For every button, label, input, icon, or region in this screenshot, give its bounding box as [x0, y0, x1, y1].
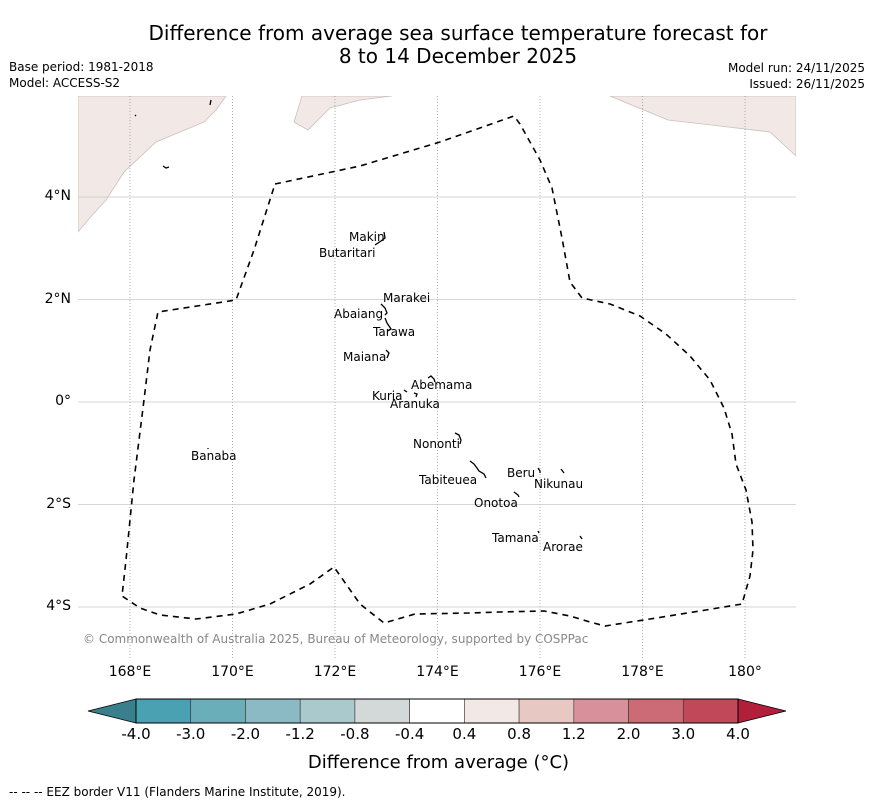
- lon-tick-label: 178°E: [621, 664, 664, 680]
- colorbar-tick-label: -1.2: [285, 725, 315, 743]
- island-label: Marakei: [383, 291, 430, 305]
- lon-tick-label: 172°E: [313, 664, 357, 680]
- colorbar-tick-label: 4.0: [726, 725, 750, 743]
- colorbar-tick-label: -0.8: [340, 725, 370, 743]
- land-north-center: [293, 96, 393, 131]
- island-label: Banaba: [191, 449, 237, 463]
- island-label: Abaiang: [334, 307, 383, 321]
- meta-left: Base period: 1981-2018 Model: ACCESS-S2: [9, 59, 154, 91]
- island-label: Tamana: [491, 531, 539, 545]
- colorbar-segment: [682, 698, 739, 724]
- island-label: Arorae: [543, 540, 583, 554]
- issued-date: Issued: 26/11/2025: [749, 77, 865, 91]
- island-label: Onotoa: [474, 496, 518, 510]
- lon-tick-label: 170°E: [211, 664, 254, 680]
- island-label: Makin: [349, 230, 385, 244]
- colorbar-segment: [135, 698, 192, 724]
- island-label: Maiana: [343, 350, 386, 364]
- colorbar-under-arrow: [87, 698, 137, 724]
- island-label: Butaritari: [319, 246, 376, 260]
- eez-border: [121, 115, 754, 627]
- sea-background: [78, 96, 796, 660]
- lon-tick-label: 180°: [728, 664, 762, 680]
- colorbar-tick-label: 0.8: [507, 725, 531, 743]
- copyright-notice: © Commonwealth of Australia 2025, Bureau…: [83, 632, 589, 646]
- colorbar-segment: [245, 698, 301, 724]
- island-label: Beru: [507, 466, 535, 480]
- lat-tick-label: 2°S: [46, 495, 71, 512]
- colorbar-segment: [354, 698, 410, 724]
- chart-title: Difference from average sea surface temp…: [100, 22, 816, 68]
- colorbar-tick-label: -3.0: [176, 725, 206, 743]
- meta-right: Model run: 24/11/2025 Issued: 26/11/2025: [728, 60, 865, 92]
- lat-tick-label: 4°S: [46, 598, 71, 614]
- colorbar-segment: [190, 698, 246, 724]
- colorbar-segment: [628, 698, 684, 724]
- colorbar-label: Difference from average (°C): [307, 752, 570, 773]
- model-name: Model: ACCESS-S2: [9, 76, 121, 90]
- land-northwest: [78, 96, 227, 233]
- atoll-shapes: [134, 99, 583, 540]
- colorbar-segment: [464, 698, 520, 724]
- colorbar-segment: [409, 698, 465, 724]
- island-label: Nikunau: [534, 477, 583, 491]
- lat-tick-label: 0°: [55, 393, 71, 409]
- colorbar-frame: [135, 698, 739, 724]
- title-line-1: Difference from average sea surface temp…: [148, 21, 768, 45]
- island-label: Kuria: [372, 389, 403, 403]
- colorbar-segment: [518, 698, 575, 724]
- island-label: Nononti: [413, 437, 460, 451]
- title-line-2: 8 to 14 December 2025: [338, 44, 578, 68]
- gridlines: [78, 96, 796, 660]
- lon-tick-label: 168°E: [108, 664, 152, 680]
- lat-tick-label: 2°N: [44, 290, 71, 307]
- colorbar-tick-label: 2.0: [616, 725, 641, 743]
- model-run: Model run: 24/11/2025: [727, 61, 865, 75]
- base-period: Base period: 1981-2018: [9, 60, 154, 74]
- island-label: Tabiteuea: [418, 473, 477, 487]
- lat-tick-label: 4°N: [44, 188, 71, 204]
- lon-tick-label: 174°E: [416, 664, 459, 680]
- eez-legend-note: -- -- -- EEZ border V11 (Flanders Marine…: [9, 785, 346, 799]
- colorbar-segment: [573, 698, 629, 724]
- colorbar-over-arrow: [737, 698, 787, 724]
- colorbar-tick-label: 1.2: [561, 725, 586, 743]
- colorbar-tick-label: 3.0: [671, 725, 696, 743]
- island-label: Tarawa: [372, 325, 415, 339]
- colorbar-segment: [299, 698, 356, 724]
- colorbar-tick-label: -2.0: [230, 725, 261, 743]
- colorbar-tick-label: 0.4: [452, 725, 477, 743]
- colorbar-tick-label: -4.0: [121, 725, 151, 743]
- island-label: Aranuka: [390, 397, 440, 411]
- lon-tick-label: 176°E: [518, 664, 562, 680]
- island-label: Abemama: [411, 378, 472, 392]
- colorbar-tick-label: -0.4: [394, 725, 425, 743]
- land-northeast: [609, 96, 796, 157]
